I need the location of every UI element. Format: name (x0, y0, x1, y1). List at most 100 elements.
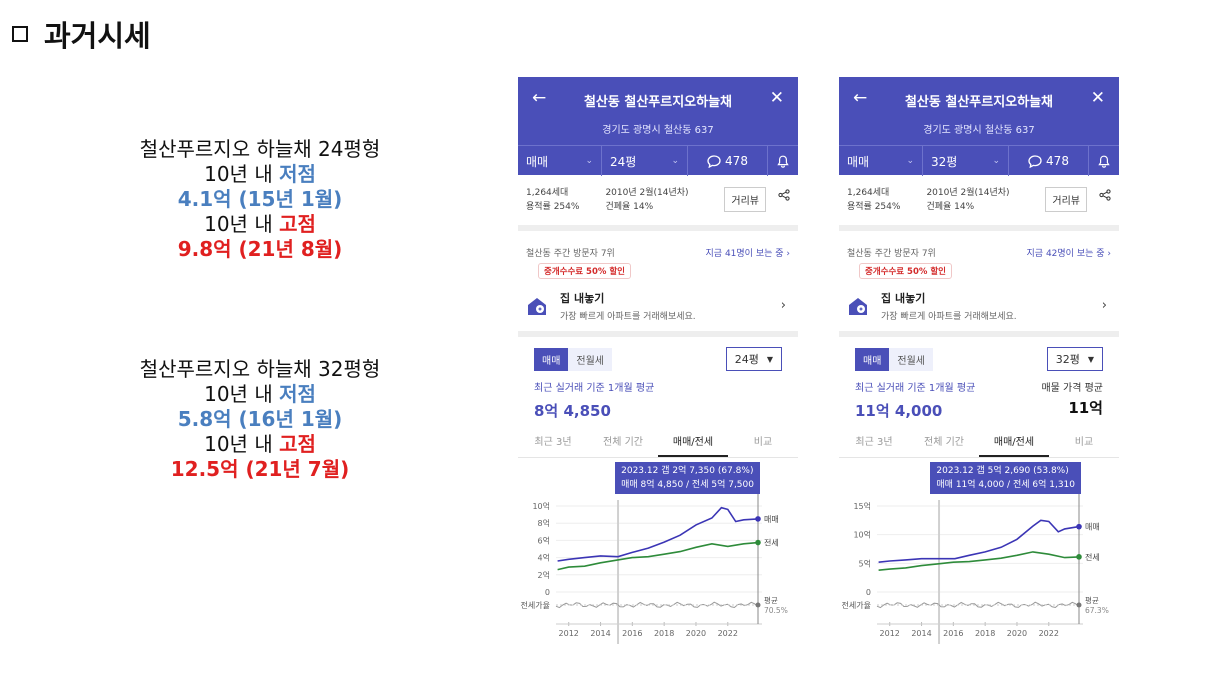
tab-sale-jeonse[interactable]: 매매/전세 (658, 431, 728, 457)
promo-row: 중개수수료 50% 할인 (518, 263, 798, 281)
promo-row: 중개수수료 50% 할인 (839, 263, 1119, 281)
caret-down-icon: ▼ (766, 354, 773, 364)
sell-home-banner[interactable]: 집 내놓기 가장 빠르게 아파트를 거래해보세요. › (518, 281, 798, 337)
series-label: 전세 (1085, 552, 1100, 562)
floor-area-ratio: 용적률 254% (526, 202, 580, 212)
segment-sale[interactable]: 매매 (855, 347, 890, 371)
ratio-end-point (1076, 602, 1082, 608)
house-icon (849, 298, 867, 315)
series-end-point (755, 516, 761, 522)
tab-all-period[interactable]: 전체 기간 (603, 437, 643, 448)
tab-recent-3y[interactable]: 최근 3년 (855, 437, 893, 448)
size-dropdown[interactable]: 32평 ⌄ (923, 146, 1009, 176)
sell-subtitle: 가장 빠르게 아파트를 거래해보세요. (560, 312, 696, 322)
x-tick-label: 2020 (1007, 629, 1027, 638)
comments-button[interactable]: 478 (1009, 146, 1089, 176)
tooltip-gap: 2023.12 갭 2억 7,350 (67.8%) (621, 466, 754, 476)
promo-badge: 중개수수료 50% 할인 (538, 263, 632, 279)
chevron-right-icon: › (1101, 298, 1107, 313)
back-arrow-icon[interactable]: ← (853, 88, 868, 108)
sell-title: 집 내놓기 (560, 292, 605, 305)
y-tick-label: 5억 (859, 558, 871, 568)
complex-address: 경기도 광명시 철산동 637 (602, 125, 714, 136)
period-tabs: 최근 3년 전체 기간 매매/전세 비교 (839, 431, 1119, 458)
y-tick-label: 4억 (538, 553, 550, 563)
viewing-now-link[interactable]: 지금 41명이 보는 중 › (705, 248, 790, 259)
comments-button[interactable]: 478 (688, 146, 768, 176)
ratio-label: 전세가율 (521, 600, 550, 610)
segment-rent[interactable]: 전월세 (889, 347, 934, 371)
tooltip-gap: 2023.12 갭 5억 2,690 (53.8%) (936, 466, 1069, 476)
chart-tooltip: 2023.12 갭 2억 7,350 (67.8%) 매매 8억 4,850 /… (615, 462, 760, 494)
building-coverage-ratio: 건폐율 14% (926, 202, 975, 212)
app-header: ← 철산동 철산푸르지오하늘채 ✕ 경기도 광명시 철산동 637 매매 ⌄ 32… (839, 77, 1119, 176)
series-line-sale (878, 519, 1080, 563)
close-icon[interactable]: ✕ (769, 88, 784, 108)
visitor-row: 철산동 주간 방문자 7위 지금 42명이 보는 중 › (839, 241, 1119, 263)
complex-address: 경기도 광명시 철산동 637 (923, 125, 1035, 136)
ratio-end-point (755, 602, 761, 608)
visit-rank: 철산동 주간 방문자 7위 (847, 248, 936, 259)
high-row: 10년 내 고점 (110, 432, 410, 457)
size-label: 32평 (931, 154, 958, 169)
viewing-now-link[interactable]: 지금 42명이 보는 중 › (1026, 248, 1111, 259)
phone-screen-32: ← 철산동 철산푸르지오하늘채 ✕ 경기도 광명시 철산동 637 매매 ⌄ 32… (839, 77, 1119, 667)
slide-title: 과거시세 (12, 14, 151, 54)
info-col-2: 2010년 2월(14년차) 건폐율 14% (926, 186, 1009, 214)
deal-type-dropdown[interactable]: 매매 ⌄ (518, 146, 602, 176)
ratio-avg-value: 67.3% (1085, 606, 1109, 615)
size-select[interactable]: 32평 ▼ (1046, 347, 1103, 371)
back-arrow-icon[interactable]: ← (532, 88, 547, 108)
size-select[interactable]: 24평 ▼ (725, 347, 782, 371)
comments-count: 478 (1046, 154, 1069, 168)
x-tick-label: 2022 (1039, 629, 1059, 638)
series-line-jeonse (557, 541, 759, 571)
price-chart[interactable]: 10억 8억 6억 4억 2억 0 2012 2014 2016 2018 2020 2022 매매 전세… (518, 458, 798, 653)
app-header: ← 철산동 철산푸르지오하늘채 ✕ 경기도 광명시 철산동 637 매매 ⌄ 24… (518, 77, 798, 176)
notification-button[interactable] (768, 146, 798, 176)
price-chart-svg: 15억 10억 5억 0 2012 2014 2016 2018 2020 2022 매매전세전세가… (842, 468, 1109, 644)
summary-32: 철산푸르지오 하늘채 32평형 10년 내 저점 5.8억 (16년 1월) 1… (110, 357, 410, 482)
notification-button[interactable] (1089, 146, 1119, 176)
house-icon (528, 298, 546, 315)
tab-all-period[interactable]: 전체 기간 (924, 437, 964, 448)
street-view-button[interactable]: 거리뷰 (1045, 187, 1087, 212)
series-end-point (1076, 523, 1082, 530)
low-label: 10년 내 (204, 162, 280, 186)
tab-compare[interactable]: 비교 (1074, 437, 1094, 448)
segment-rent[interactable]: 전월세 (568, 347, 613, 371)
y-tick-label: 2억 (538, 570, 550, 580)
x-tick-label: 2016 (622, 629, 642, 638)
complex-title: 철산동 철산푸르지오하늘채 (904, 95, 1054, 110)
chevron-right-icon: › (780, 298, 786, 313)
phone-screen-24: ← 철산동 철산푸르지오하늘채 ✕ 경기도 광명시 철산동 637 매매 ⌄ 24… (518, 77, 798, 667)
y-tick-label: 10억 (532, 501, 550, 511)
chevron-down-icon: ⌄ (906, 156, 914, 166)
households: 1,264세대 (847, 188, 890, 198)
street-view-button[interactable]: 거리뷰 (724, 187, 766, 212)
summary-24: 철산푸르지오 하늘채 24평형 10년 내 저점 4.1억 (15년 1월) 1… (110, 137, 410, 262)
share-icon[interactable] (778, 189, 790, 204)
deal-type-dropdown[interactable]: 매매 ⌄ (839, 146, 923, 176)
y-tick-label: 8억 (538, 518, 550, 528)
series-label: 전세 (764, 538, 779, 548)
series-end-point (755, 539, 761, 546)
sell-home-banner[interactable]: 집 내놓기 가장 빠르게 아파트를 거래해보세요. › (839, 281, 1119, 337)
x-tick-label: 2012 (559, 629, 579, 638)
high-row: 10년 내 고점 (110, 212, 410, 237)
share-icon[interactable] (1099, 189, 1111, 204)
tab-sale-jeonse[interactable]: 매매/전세 (979, 431, 1049, 457)
ask-price-value: 11억 (1068, 399, 1103, 417)
y-tick-label: 0 (866, 588, 871, 597)
close-icon[interactable]: ✕ (1090, 88, 1105, 108)
y-tick-label: 10억 (853, 530, 871, 540)
high-word: 고점 (279, 432, 316, 456)
avg-price-value: 11억 4,000 (855, 402, 943, 420)
tab-compare[interactable]: 비교 (753, 437, 773, 448)
price-chart[interactable]: 15억 10억 5억 0 2012 2014 2016 2018 2020 2022 매매 전세 전세가… (839, 458, 1119, 653)
complex-title: 철산동 철산푸르지오하늘채 (583, 95, 733, 110)
size-dropdown[interactable]: 24평 ⌄ (602, 146, 688, 176)
segment-sale[interactable]: 매매 (534, 347, 569, 371)
tab-recent-3y[interactable]: 최근 3년 (534, 437, 572, 448)
series-line-sale (557, 506, 759, 562)
